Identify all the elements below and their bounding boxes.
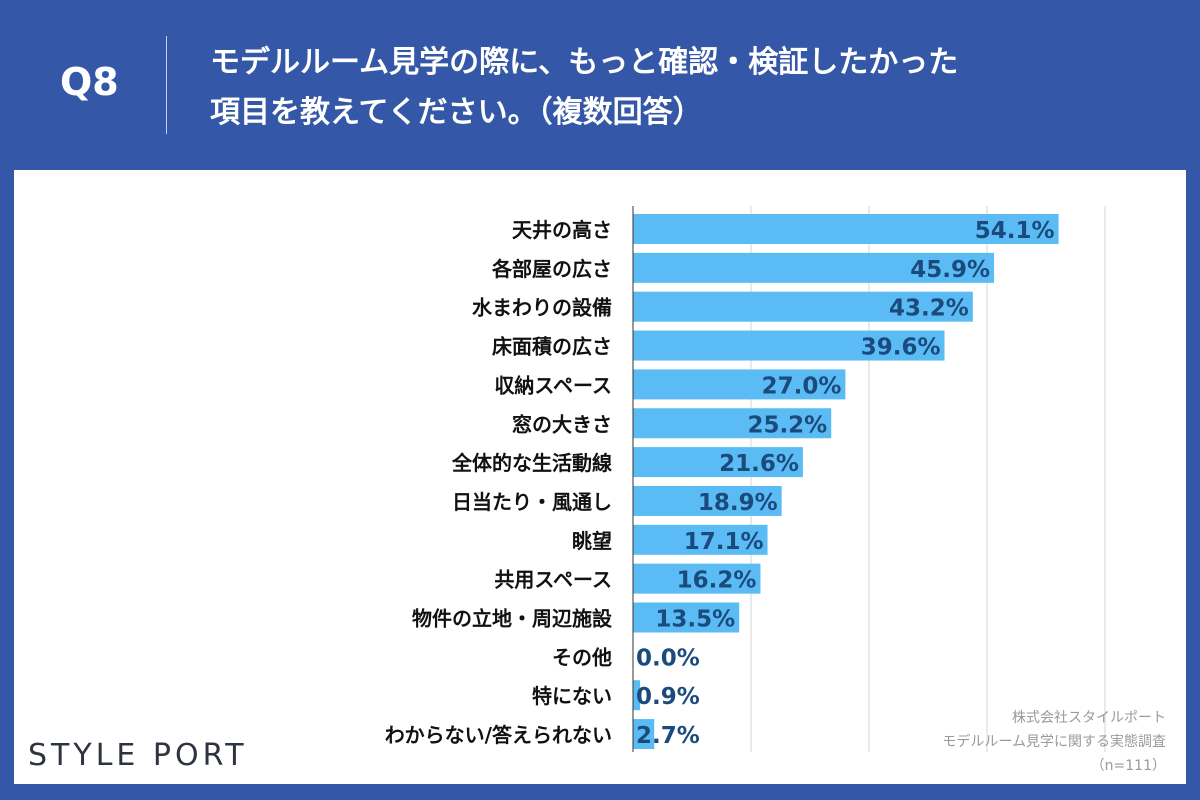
bar [633,447,803,478]
question-number: Q8 [60,60,119,104]
bar [633,719,655,750]
bar [633,369,846,400]
source-survey: モデルルーム見学に関する実態調査 [942,734,1166,750]
value-label: 25.2% [747,412,827,438]
category-label: 床面積の広さ [492,335,612,359]
bar [633,252,995,283]
category-label: 窓の大きさ [512,412,612,436]
category-label: 全体的な生活動線 [451,451,612,475]
bar [633,291,973,322]
category-label: 日当たり・風通し [452,490,612,514]
value-label: 21.6% [719,451,799,477]
category-label: 物件の立地・周辺施設 [412,607,613,631]
value-label: 39.6% [861,335,941,361]
style-port-logo: STYLE PORT [28,738,248,773]
question-title: モデルルーム見学の際に、もっと確認・検証したかった 項目を教えてください。（複数… [210,38,1170,138]
category-label: 天井の高さ [512,218,612,242]
category-label: 各部屋の広さ [491,257,612,281]
source-n: （n=111） [1090,758,1166,774]
value-label: 45.9% [910,257,990,283]
category-label: 眺望 [572,529,612,553]
category-label: 収納スペース [494,373,612,397]
value-label: 16.2% [677,568,757,594]
bar [633,214,1059,244]
value-label: 54.1% [975,218,1055,244]
category-label: 水まわりの設備 [472,296,612,320]
value-label: 18.9% [698,490,778,516]
source-note: 株式会社スタイルポート モデルルーム見学に関する実態調査 （n=111） [942,706,1166,778]
value-label: 13.5% [655,607,735,633]
value-label: 43.2% [889,296,969,322]
value-label: 0.0% [636,645,700,671]
bar [633,563,761,594]
header-divider [166,36,167,134]
bar [633,408,832,439]
title-line-1: モデルルーム見学の際に、もっと確認・検証したかった [210,45,959,80]
value-label: 17.1% [684,529,764,555]
category-label: わからない/答えられない [385,723,612,747]
bar [633,680,641,711]
category-label: 特にない [532,684,612,708]
value-label: 0.9% [636,684,700,710]
category-label: 共用スペース [494,568,612,592]
bar [633,524,768,555]
bar [633,330,945,361]
value-label: 27.0% [762,373,842,399]
title-line-2: 項目を教えてください。（複数回答） [210,95,703,130]
bar [633,602,740,633]
source-company: 株式会社スタイルポート [1012,710,1166,726]
value-label: 2.7% [636,723,700,749]
category-label: その他 [552,645,612,669]
bar [633,485,782,516]
